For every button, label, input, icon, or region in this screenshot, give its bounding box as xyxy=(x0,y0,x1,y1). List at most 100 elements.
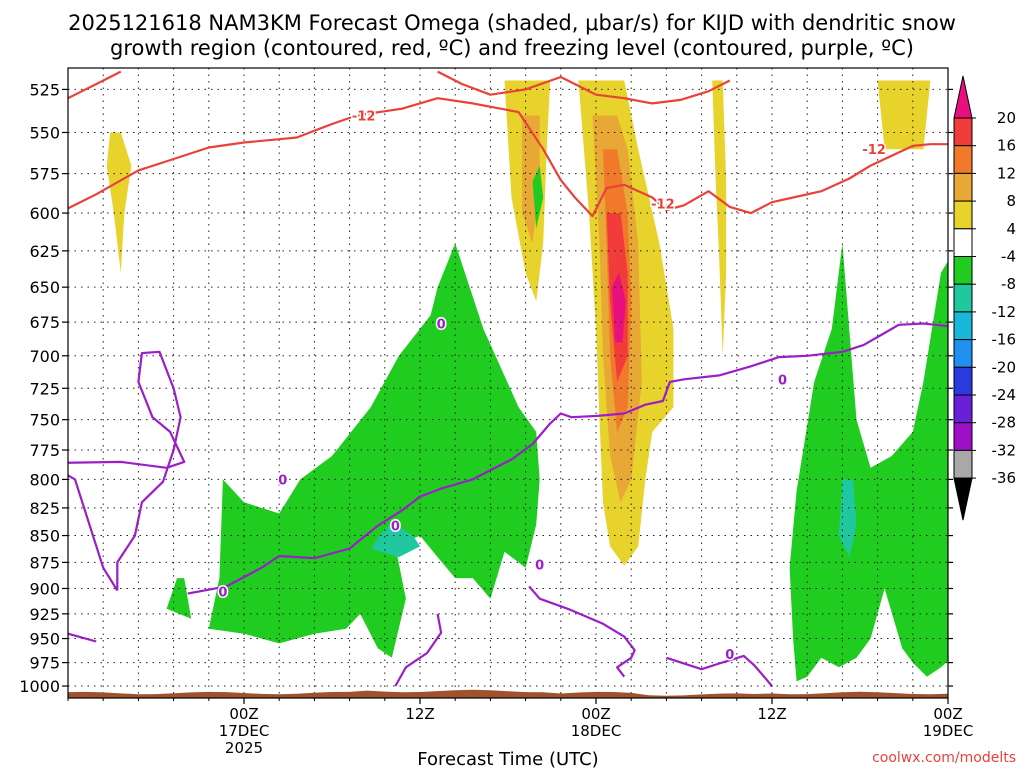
freezing-label: 0 xyxy=(218,586,227,601)
y-tick-label: 725 xyxy=(29,379,60,398)
dgz-label: -12 xyxy=(862,143,886,158)
freezing-label: 0 xyxy=(778,373,787,388)
plot-area: -12 -12 -12 0 0 0 0 0 0 0 xyxy=(67,67,1018,699)
colorbar-label: -24 xyxy=(992,386,1017,404)
y-tick-label: 825 xyxy=(29,499,60,518)
freezing-label: 0 xyxy=(391,520,400,535)
terrain-layer xyxy=(68,689,948,698)
y-tick-label: 975 xyxy=(29,654,60,673)
freezing-contour-0 xyxy=(68,350,186,592)
terrain-surface xyxy=(68,689,948,698)
dgz-label: -12 xyxy=(651,198,675,213)
colorbar-label: 8 xyxy=(1006,192,1016,210)
freezing-contour-4 xyxy=(528,585,636,678)
colorbar-label: -16 xyxy=(992,331,1017,349)
freezing-level-contours: 0 0 0 0 0 0 0 xyxy=(68,316,948,687)
x-tick-label: 18DEC xyxy=(571,722,622,740)
freezing-contour-3 xyxy=(68,632,97,643)
plot-frame xyxy=(67,67,949,699)
colorbar-bin xyxy=(953,394,973,424)
colorbar-label: 12 xyxy=(997,164,1016,182)
y-axis: 525 550 575 600 625 650 675 700 725 750 775 800 825 8… xyxy=(19,80,953,696)
colorbar-bin xyxy=(953,145,973,174)
colorbar-label: -32 xyxy=(992,441,1017,459)
colorbar-bottom-arrow xyxy=(953,477,973,521)
x-tick-label: 12Z xyxy=(405,705,434,723)
freezing-label: 0 xyxy=(725,648,734,663)
y-tick-label: 775 xyxy=(29,441,60,460)
chart-title-line2: growth region (contoured, red, ºC) and f… xyxy=(110,36,914,60)
colorbar-bin xyxy=(953,339,973,368)
dgz-contours: -12 -12 -12 xyxy=(68,70,948,218)
colorbar-bin xyxy=(953,256,973,285)
y-tick-label: 625 xyxy=(29,242,60,261)
x-tick-label: 00Z xyxy=(581,705,610,723)
y-tick-label: 950 xyxy=(29,630,60,649)
colorbar-label: -4 xyxy=(1001,248,1016,266)
y-tick-label: 925 xyxy=(29,605,60,624)
omega-region-13 xyxy=(532,165,544,229)
x-tick-label: 2025 xyxy=(225,739,263,757)
colorbar-bin xyxy=(953,200,973,230)
colorbar-label: -28 xyxy=(992,414,1017,432)
freezing-contour-2 xyxy=(394,613,443,687)
x-axis-label: Forecast Time (UTC) xyxy=(417,749,598,768)
colorbar-label: -8 xyxy=(1001,275,1016,293)
y-tick-label: 800 xyxy=(29,470,60,489)
omega-region-16 xyxy=(838,479,857,558)
credit-text: coolwx.com/modelts xyxy=(872,750,1016,766)
y-tick-label: 650 xyxy=(29,278,60,297)
omega-region-0 xyxy=(106,132,132,273)
y-tick-label: 900 xyxy=(29,579,60,598)
omega-region-12 xyxy=(370,522,420,558)
x-tick-label: 19DEC xyxy=(923,722,974,740)
colorbar: 20 16 12 8 4 -4 -8 -12 -16 -20 -24 -28 -32 -36 xyxy=(953,75,1017,521)
colorbar-label: 4 xyxy=(1006,220,1016,238)
y-tick-label: 850 xyxy=(29,527,60,546)
y-tick-label: 750 xyxy=(29,411,60,430)
freezing-label: 0 xyxy=(535,559,544,574)
omega-region-19 xyxy=(1011,444,1018,568)
colorbar-label: -12 xyxy=(992,303,1017,321)
colorbar-label: -36 xyxy=(992,469,1017,487)
colorbar-bin xyxy=(953,449,973,479)
omega-region-20 xyxy=(983,336,988,382)
dgz-label: -12 xyxy=(352,109,376,124)
colorbar-bin xyxy=(953,366,973,396)
y-tick-label: 600 xyxy=(29,204,60,223)
omega-region-9 xyxy=(877,80,931,150)
chart-title-line1: 2025121618 NAM3KM Forecast Omega (shaded… xyxy=(68,11,956,35)
y-tick-label: 875 xyxy=(29,553,60,572)
x-tick-label: 00Z xyxy=(229,705,258,723)
x-tick-label: 12Z xyxy=(757,705,786,723)
x-tick-label: 00Z xyxy=(933,705,962,723)
gridlines xyxy=(68,68,948,698)
y-tick-label: 675 xyxy=(29,313,60,332)
colorbar-bin xyxy=(953,172,973,202)
colorbar-label: 16 xyxy=(997,137,1016,155)
y-tick-label: 1000 xyxy=(19,677,60,696)
y-tick-label: 550 xyxy=(29,123,60,142)
colorbar-bin xyxy=(953,422,973,451)
colorbar-bin xyxy=(953,228,973,258)
omega-region-11 xyxy=(208,243,540,658)
dgz-contour-0 xyxy=(68,70,122,100)
freezing-contour-5 xyxy=(666,654,773,687)
colorbar-label: 20 xyxy=(997,109,1016,127)
colorbar-bin xyxy=(953,117,973,147)
dgz-contour-2 xyxy=(437,70,731,105)
freezing-label: 0 xyxy=(278,473,287,488)
y-tick-label: 525 xyxy=(29,80,60,99)
dgz-contour-1 xyxy=(68,97,948,218)
y-tick-label: 575 xyxy=(29,165,60,184)
colorbar-top-arrow xyxy=(953,75,973,119)
omega-region-8 xyxy=(712,80,727,356)
colorbar-bin xyxy=(953,311,973,341)
omega-region-7 xyxy=(611,272,626,343)
x-tick-label: 17DEC xyxy=(219,722,270,740)
freezing-label: 0 xyxy=(437,317,446,332)
freezing-contour-1 xyxy=(187,322,948,595)
colorbar-label: -20 xyxy=(992,358,1017,376)
